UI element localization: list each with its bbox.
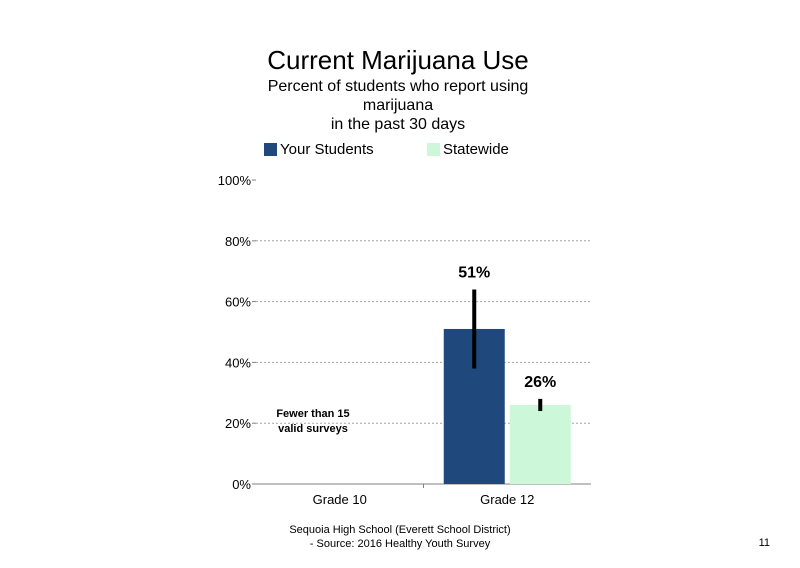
chart-title: Current Marijuana Use <box>267 45 529 75</box>
chart-subtitle: Percent of students who report using mar… <box>248 77 548 134</box>
data-label: 51% <box>458 264 490 281</box>
data-label: 26% <box>524 374 556 391</box>
legend-swatch-your-students <box>264 142 277 156</box>
y-tick-label: 60% <box>225 295 251 310</box>
y-tick-label: 80% <box>225 234 251 249</box>
y-tick-label: 0% <box>232 477 251 492</box>
subtitle-line-2: marijuana <box>362 97 434 114</box>
legend-label-your-students: Your Students <box>280 140 374 158</box>
y-tick-label: 20% <box>225 416 251 431</box>
legend-statewide: Statewide <box>427 140 509 158</box>
footer-school: Sequoia High School (Everett School Dist… <box>289 524 511 536</box>
footer-source: - Source: 2016 Healthy Youth Survey <box>309 538 491 550</box>
footer: Sequoia High School (Everett School Dist… <box>250 523 550 551</box>
legend-your-students: Your Students <box>264 140 374 158</box>
bar-statewide <box>509 404 571 484</box>
no-data-note: Fewer than 15 valid surveys <box>276 408 350 435</box>
page-number: 11 <box>758 537 770 549</box>
x-tick-label: Grade 10 <box>313 492 367 507</box>
subtitle-line-1: Percent of students who report using <box>267 78 529 95</box>
legend-label-statewide: Statewide <box>443 140 509 158</box>
x-tick-label: Grade 12 <box>480 492 534 507</box>
y-tick-label: 40% <box>225 355 251 370</box>
subtitle-line-3: in the past 30 days <box>330 116 466 133</box>
y-tick-label: 100% <box>218 173 252 188</box>
legend-swatch-statewide <box>427 142 440 156</box>
